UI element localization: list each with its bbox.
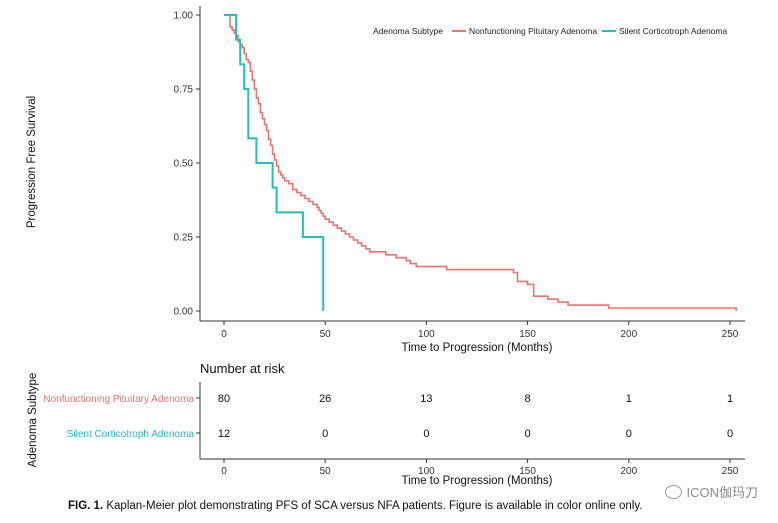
legend-entry-sca: Silent Corticotroph Adenoma bbox=[619, 26, 727, 36]
risk-count: 0 bbox=[626, 428, 632, 440]
legend: Adenoma Subtype Nonfunctioning Pituitary… bbox=[373, 26, 727, 36]
risk-count: 12 bbox=[218, 428, 230, 440]
x-tick-label: 200 bbox=[620, 329, 637, 340]
wechat-icon bbox=[665, 484, 683, 499]
risk-count: 1 bbox=[727, 393, 733, 405]
x-tick-label: 250 bbox=[722, 329, 739, 340]
km-figure: 0.000.250.500.751.00 0 50 100 150 200 250 Pro… bbox=[26, 6, 745, 487]
risk-x-tick-label: 50 bbox=[320, 466, 332, 477]
x-tick-label: 100 bbox=[418, 329, 435, 340]
risk-x-tick-label: 150 bbox=[519, 466, 536, 477]
survival-curves bbox=[224, 14, 737, 311]
curve-sca bbox=[224, 14, 325, 311]
risk-table-x-label: Time to Progression (Months) bbox=[401, 475, 552, 487]
legend-title: Adenoma Subtype bbox=[373, 26, 443, 36]
y-tick-label: 0.50 bbox=[174, 159, 194, 170]
x-axis-label: Time to Progression (Months) bbox=[401, 342, 552, 354]
risk-row-label-nfa: Nonfunctioning Pituitary Adenoma bbox=[43, 394, 194, 405]
x-tick-label: 150 bbox=[519, 329, 536, 340]
y-tick-label: 0.00 bbox=[174, 307, 194, 318]
risk-table-x-ticks: 0 50 100 150 200 250 bbox=[221, 459, 739, 477]
risk-count: 0 bbox=[423, 428, 429, 440]
risk-count: 26 bbox=[319, 393, 331, 405]
x-axis-ticks: 0 50 100 150 200 250 bbox=[221, 321, 739, 340]
y-tick-label: 0.75 bbox=[174, 85, 194, 96]
x-tick-label: 50 bbox=[320, 329, 332, 340]
risk-table-panel: Number at risk Nonfunctioning Pituitary … bbox=[27, 361, 745, 487]
risk-x-tick-label: 100 bbox=[418, 466, 435, 477]
km-plot-panel: 0.00 0.25 0.50 0.75 1.00 0 50 100 150 200 250 Pro… bbox=[26, 6, 745, 354]
risk-count: 0 bbox=[525, 428, 531, 440]
risk-count: 1 bbox=[626, 393, 632, 405]
figure-caption: FIG. 1. Kaplan-Meier plot demonstrating … bbox=[68, 500, 642, 512]
y-tick-label: 1.00 bbox=[174, 11, 194, 22]
risk-count: 13 bbox=[420, 393, 432, 405]
watermark-text: ICON伽玛刀 bbox=[686, 485, 758, 500]
risk-count: 0 bbox=[322, 428, 328, 440]
risk-count: 0 bbox=[727, 428, 733, 440]
y-axis-label: Progression Free Survival bbox=[26, 96, 38, 228]
risk-x-tick-label: 200 bbox=[620, 466, 637, 477]
x-tick-label: 0 bbox=[221, 329, 227, 340]
risk-table-rows: Nonfunctioning Pituitary Adenoma 80 26 13 8 1… bbox=[43, 393, 733, 440]
risk-table-y-label: Adenoma Subtype bbox=[27, 373, 39, 468]
caption-label: FIG. 1. bbox=[68, 500, 104, 512]
legend-entry-nfa: Nonfunctioning Pituitary Adenoma bbox=[469, 26, 597, 36]
risk-table-title: Number at risk bbox=[200, 361, 285, 376]
y-axis-ticks: 0.00 0.25 0.50 0.75 1.00 bbox=[174, 11, 200, 318]
risk-count: 80 bbox=[218, 393, 230, 405]
risk-row-label-sca: Silent Corticotroph Adenoma bbox=[67, 429, 195, 440]
curve-nfa bbox=[224, 14, 737, 311]
risk-count: 8 bbox=[525, 393, 531, 405]
risk-x-tick-label: 250 bbox=[722, 466, 739, 477]
caption-text: Kaplan-Meier plot demonstrating PFS of S… bbox=[103, 500, 643, 512]
risk-x-tick-label: 0 bbox=[221, 466, 227, 477]
watermark: ICON伽玛刀 bbox=[665, 482, 758, 501]
y-tick-label: 0.25 bbox=[174, 233, 194, 244]
